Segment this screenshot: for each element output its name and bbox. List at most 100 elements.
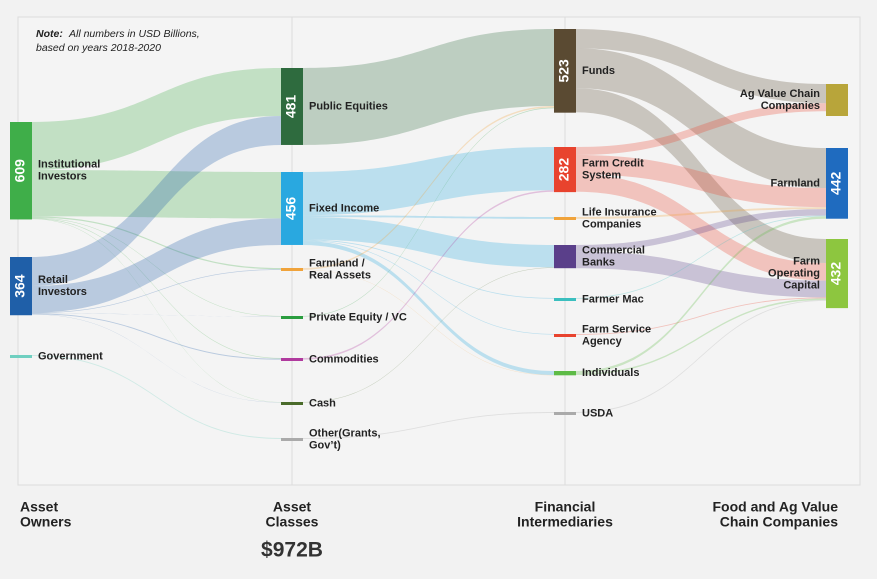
node-label: Fixed Income — [309, 202, 379, 214]
flow — [32, 218, 281, 313]
flow — [32, 216, 281, 270]
node-label: Cash — [309, 397, 336, 409]
flow — [576, 48, 826, 189]
node-label: Government — [38, 350, 103, 362]
node-label: Farm Operating Capital — [768, 255, 820, 291]
node — [281, 402, 303, 405]
node — [281, 68, 303, 145]
node-label: Public Equities — [309, 100, 388, 112]
node — [281, 268, 303, 271]
flow — [32, 313, 281, 317]
flow — [576, 297, 826, 335]
flow — [303, 240, 554, 375]
flow — [32, 313, 281, 360]
flow — [576, 174, 826, 281]
flow — [303, 190, 554, 360]
flow — [576, 251, 826, 298]
flow — [303, 269, 554, 376]
node-label: Commodities — [309, 353, 379, 365]
node — [554, 334, 576, 337]
node-value: 609 — [12, 159, 28, 183]
node — [554, 245, 576, 269]
node — [10, 355, 32, 358]
node — [554, 298, 576, 301]
flow — [303, 267, 554, 403]
node-label: USDA — [582, 407, 613, 419]
column-header: Food and Ag Value Chain Companies — [713, 498, 839, 529]
node — [281, 438, 303, 441]
node — [554, 29, 576, 113]
flow — [576, 155, 826, 208]
flow — [32, 269, 281, 314]
node — [554, 371, 576, 376]
column-header: Financial Intermediaries — [517, 498, 613, 529]
flow — [303, 215, 554, 219]
column-header: Asset Classes — [266, 498, 319, 529]
flow — [576, 209, 826, 252]
node-label: Retail Investors — [38, 274, 87, 298]
node-label: Farm Credit System — [582, 157, 644, 181]
column-header: Asset Owners — [20, 498, 72, 529]
node — [826, 148, 848, 219]
node — [10, 257, 32, 316]
flow — [576, 88, 826, 263]
flow — [32, 218, 281, 359]
flow — [32, 116, 281, 286]
node-label: Ag Value Chain Companies — [740, 88, 820, 112]
node — [554, 412, 576, 415]
node-label: Individuals — [582, 367, 639, 379]
node — [10, 122, 32, 220]
node-label: Funds — [582, 65, 615, 77]
panel — [17, 16, 861, 486]
flow — [32, 217, 281, 317]
flow — [32, 218, 281, 403]
flow — [303, 240, 554, 335]
node — [281, 358, 303, 361]
node — [554, 147, 576, 193]
node-value: 364 — [12, 274, 28, 298]
flow — [303, 105, 554, 270]
links — [32, 29, 826, 439]
nodes: 609 364 481 456 523 282 442 432 — [10, 29, 848, 441]
flow — [303, 29, 554, 145]
flow — [576, 216, 826, 374]
node-label: Institutional Investors — [38, 159, 100, 183]
node — [281, 316, 303, 319]
flow — [32, 170, 281, 219]
node-value: 442 — [828, 171, 844, 195]
flow — [303, 147, 554, 216]
flow — [576, 29, 826, 104]
node — [554, 217, 576, 220]
node-value: 282 — [556, 158, 572, 182]
node — [826, 239, 848, 309]
node-label: Farm Service Agency — [582, 323, 651, 347]
node — [281, 172, 303, 245]
node-label: Farmland / Real Assets — [309, 257, 371, 281]
node-value: 456 — [283, 197, 299, 221]
flow — [576, 215, 826, 299]
node-value: 481 — [283, 95, 299, 119]
flow — [576, 298, 826, 375]
total: $972B — [261, 539, 323, 562]
node — [826, 84, 848, 116]
node-label: Farmer Mac — [582, 293, 644, 305]
flow — [303, 239, 554, 299]
flow — [303, 217, 554, 268]
node-label: Commercial Banks — [582, 245, 645, 269]
node-value: 432 — [828, 262, 844, 286]
node-label: Life Insurance Companies — [582, 206, 657, 230]
node-label: Farmland — [770, 177, 820, 189]
note-label: Note: — [36, 28, 63, 40]
flow — [576, 299, 826, 413]
flow — [303, 107, 554, 317]
flow — [32, 355, 281, 439]
flow — [576, 103, 826, 155]
flow — [32, 68, 281, 170]
node-label: Other(Grants, Gov’t) — [309, 427, 381, 451]
node-value: 523 — [556, 59, 572, 83]
flow — [303, 412, 554, 439]
node-label: Private Equity / VC — [309, 311, 407, 323]
note: All numbers in USD Billions, based on yea… — [36, 28, 200, 54]
flow — [32, 314, 281, 403]
